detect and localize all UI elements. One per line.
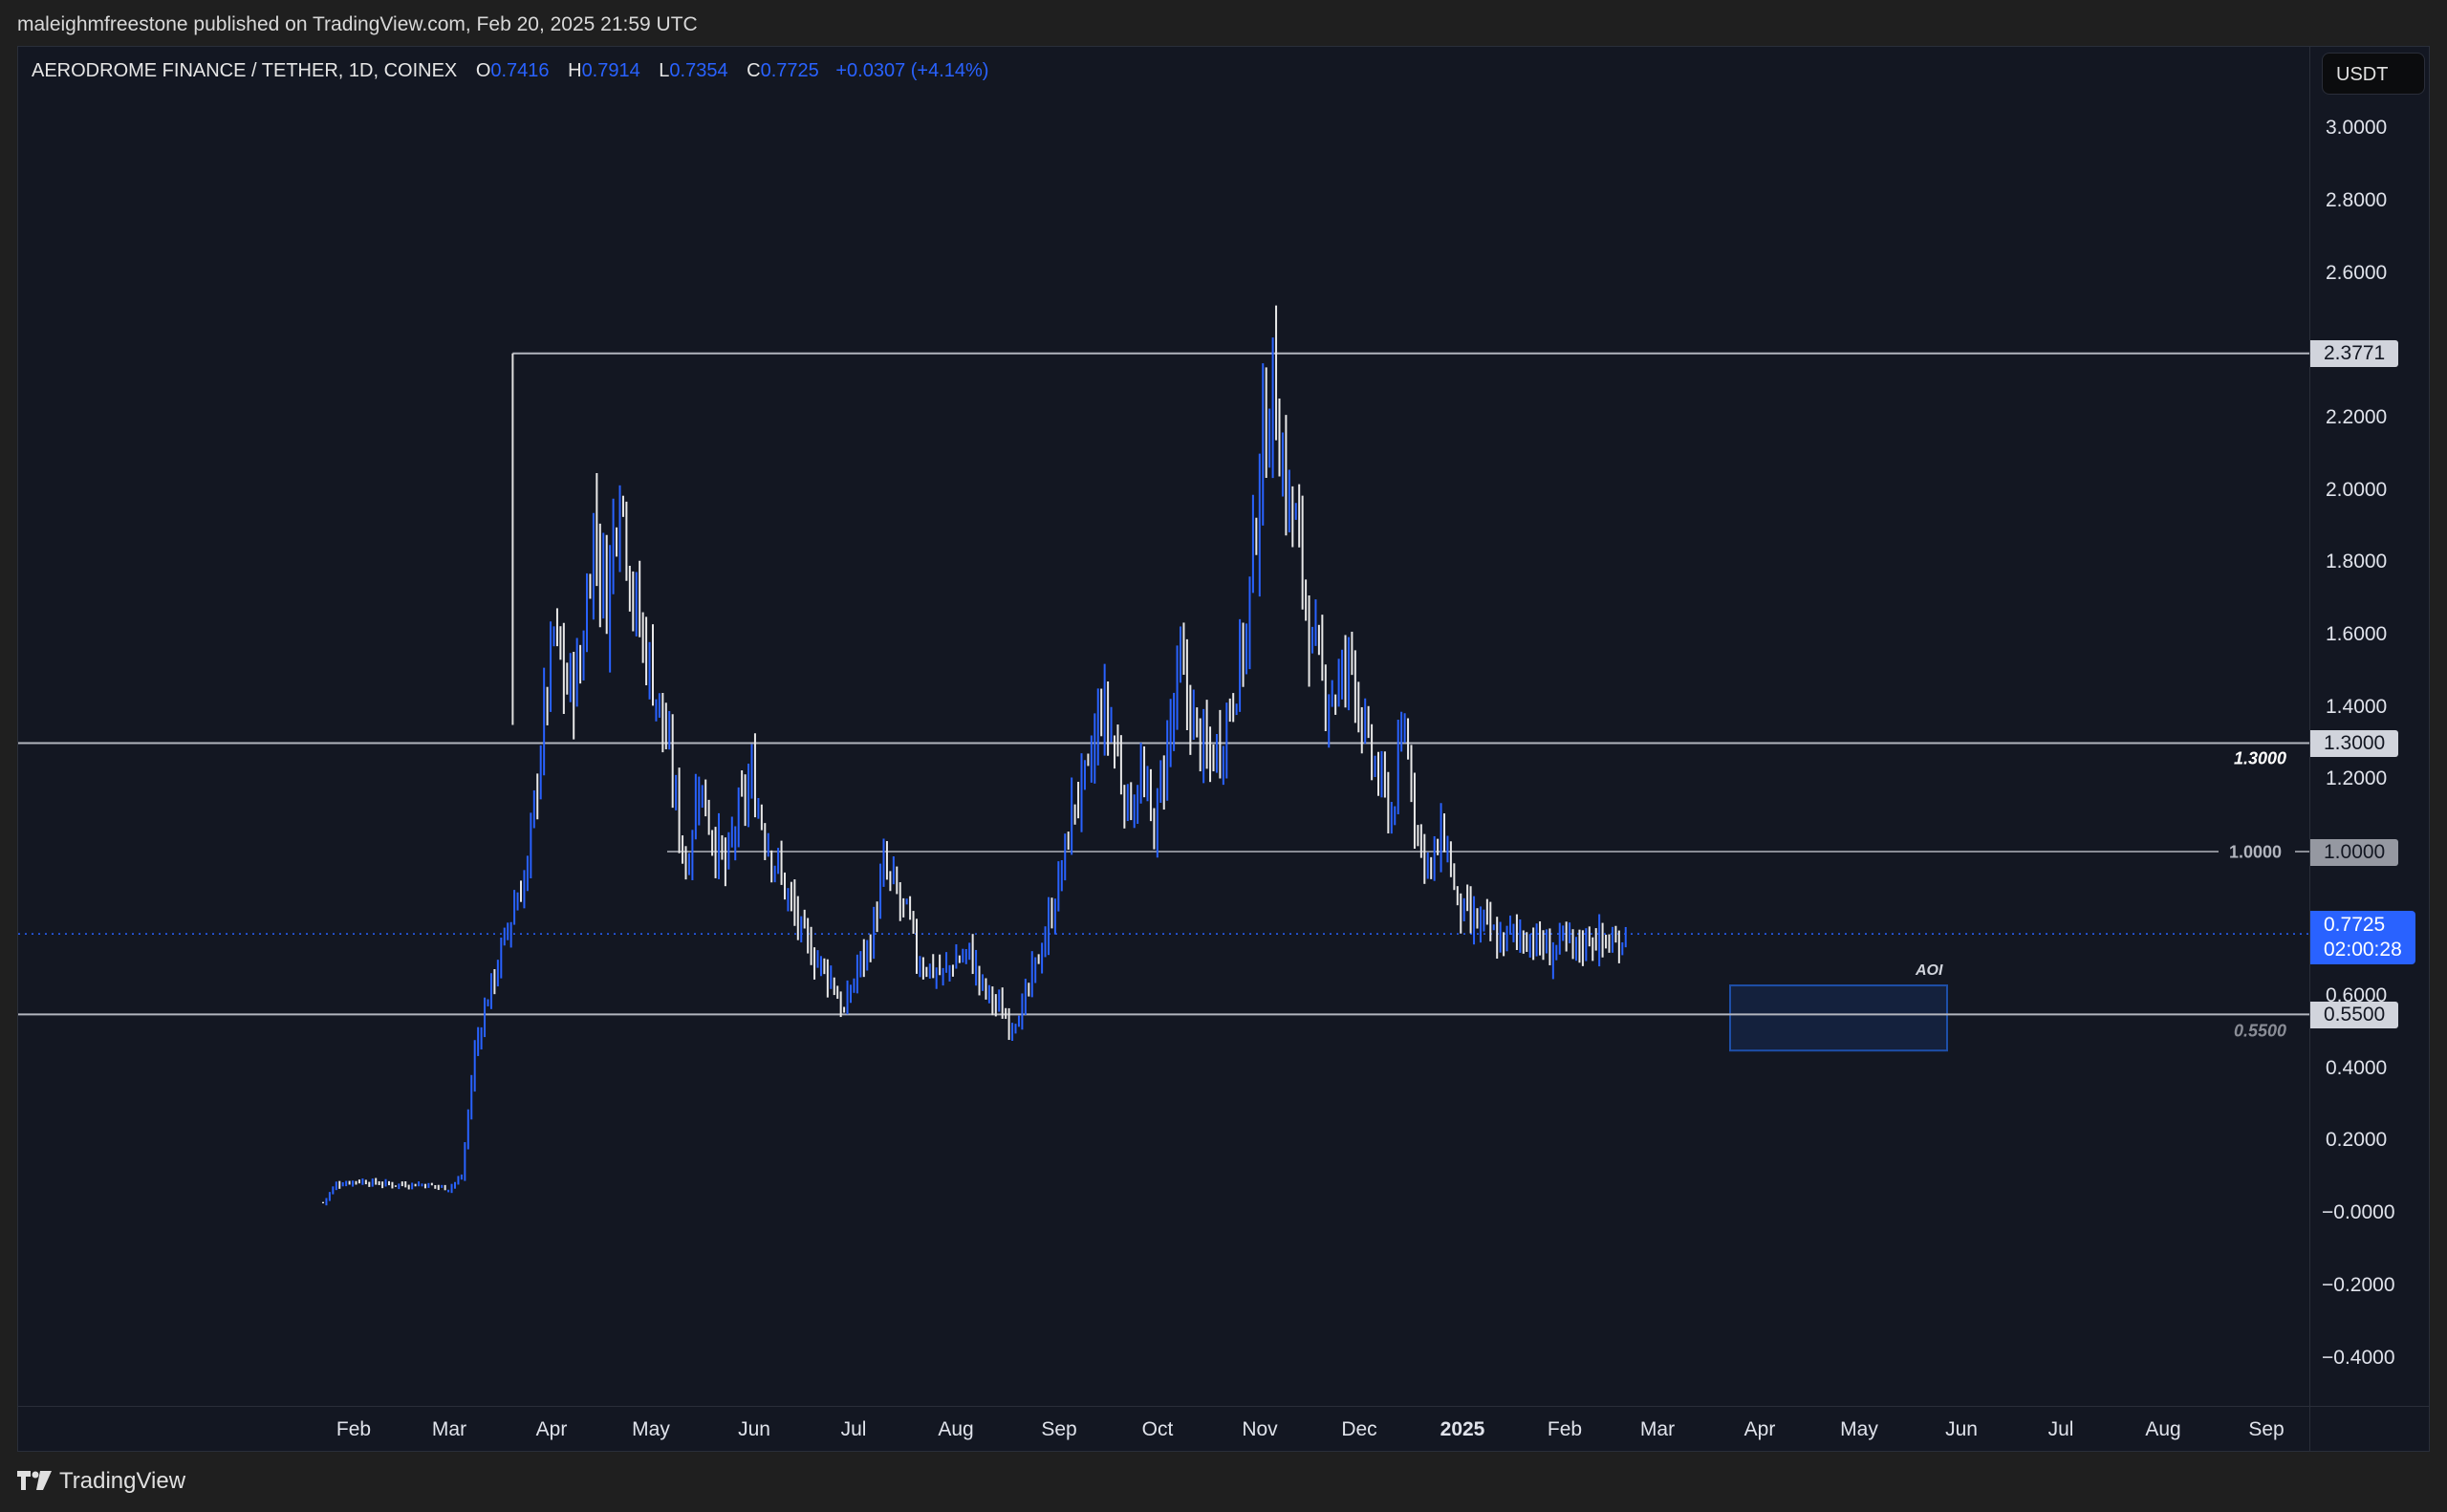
time-label: Aug bbox=[2145, 1418, 2181, 1440]
time-label: May bbox=[632, 1418, 670, 1440]
level-label-1-3: 1.3000 bbox=[2234, 748, 2287, 768]
current-price-value: 0.7725 bbox=[2324, 914, 2386, 936]
tradingview-branding[interactable]: TradingView bbox=[17, 1468, 185, 1495]
time-label: Apr bbox=[535, 1418, 568, 1440]
time-label: Jun bbox=[1945, 1418, 1978, 1440]
price-tick: 0.2000 bbox=[2326, 1129, 2388, 1151]
change-value: +0.0307 (+4.14%) bbox=[835, 60, 989, 81]
time-label: Oct bbox=[1141, 1418, 1174, 1440]
chart-pane[interactable]: AERODROME FINANCE / TETHER, 1D, COINEX O… bbox=[17, 46, 2430, 1452]
price-tick: 2.2000 bbox=[2326, 406, 2388, 428]
current-price-label: 0.7725 02:00:28 bbox=[2310, 911, 2415, 964]
open-value: 0.7416 bbox=[490, 60, 550, 81]
low-value: 0.7354 bbox=[669, 60, 728, 81]
time-label: Sep bbox=[2248, 1418, 2285, 1440]
level-price-label-1-0: 1.0000 bbox=[2310, 839, 2399, 866]
time-label: Jul bbox=[2047, 1418, 2074, 1440]
time-label: Dec bbox=[1341, 1418, 1377, 1440]
aoi-zone bbox=[1729, 984, 1948, 1052]
time-label: May bbox=[1840, 1418, 1878, 1440]
symbol-legend: AERODROME FINANCE / TETHER, 1D, COINEX O… bbox=[32, 60, 988, 82]
price-tick: 2.6000 bbox=[2326, 262, 2388, 284]
price-tick: 2.0000 bbox=[2326, 479, 2388, 501]
close-value: 0.7725 bbox=[760, 60, 819, 81]
tradingview-logo-icon bbox=[17, 1471, 52, 1490]
time-label: Nov bbox=[1242, 1418, 1278, 1440]
time-label: Jul bbox=[840, 1418, 867, 1440]
time-label: Mar bbox=[431, 1418, 467, 1440]
high-label: H bbox=[568, 60, 582, 81]
price-tick: 0.4000 bbox=[2326, 1057, 2388, 1079]
price-tick: 1.6000 bbox=[2326, 623, 2388, 645]
price-tick: 3.0000 bbox=[2326, 117, 2388, 139]
time-label: Sep bbox=[1041, 1418, 1077, 1440]
price-axis[interactable]: USDT 3.0000 2.8000 2.6000 2.2000 2.0000 … bbox=[2309, 47, 2429, 1406]
price-tick: −0.4000 bbox=[2322, 1347, 2395, 1369]
aoi-label: AOI bbox=[1916, 962, 1943, 979]
axis-corner bbox=[2309, 1406, 2429, 1451]
level-price-label-0-55: 0.5500 bbox=[2310, 1002, 2399, 1028]
candlestick-plot[interactable] bbox=[18, 47, 2309, 1406]
price-tick: 2.8000 bbox=[2326, 189, 2388, 211]
price-tick: 1.2000 bbox=[2326, 767, 2388, 789]
low-label: L bbox=[659, 60, 670, 81]
time-label: Apr bbox=[1743, 1418, 1776, 1440]
close-label: C bbox=[747, 60, 761, 81]
time-label: Mar bbox=[1639, 1418, 1676, 1440]
level-price-label-1-3: 1.3000 bbox=[2310, 730, 2399, 757]
time-label: Feb bbox=[336, 1418, 372, 1440]
high-value: 0.7914 bbox=[581, 60, 640, 81]
level-price-label-2-3771: 2.3771 bbox=[2310, 340, 2399, 367]
symbol-title: AERODROME FINANCE / TETHER, 1D, COINEX bbox=[32, 60, 458, 81]
open-label: O bbox=[475, 60, 491, 81]
publish-info: maleighmfreestone published on TradingVi… bbox=[17, 13, 698, 35]
price-tick: 1.8000 bbox=[2326, 551, 2388, 572]
price-tick: 1.4000 bbox=[2326, 696, 2388, 718]
currency-button[interactable]: USDT bbox=[2322, 53, 2425, 95]
time-label: Feb bbox=[1547, 1418, 1583, 1440]
price-tick: −0.2000 bbox=[2322, 1274, 2395, 1296]
time-label-year: 2025 bbox=[1440, 1418, 1485, 1440]
tradingview-brand: TradingView bbox=[59, 1468, 186, 1494]
level-label-1-0: 1.0000 bbox=[2229, 842, 2283, 862]
candle-countdown: 02:00:28 bbox=[2324, 939, 2402, 961]
time-axis[interactable]: Feb Mar Apr May Jun Jul Aug Sep Oct Nov … bbox=[18, 1406, 2309, 1451]
time-label: Jun bbox=[738, 1418, 770, 1440]
time-label: Aug bbox=[938, 1418, 974, 1440]
level-label-0-55: 0.5500 bbox=[2234, 1021, 2287, 1041]
price-tick: −0.0000 bbox=[2322, 1201, 2395, 1223]
price-tick: 0.6000 bbox=[2326, 984, 2388, 1006]
